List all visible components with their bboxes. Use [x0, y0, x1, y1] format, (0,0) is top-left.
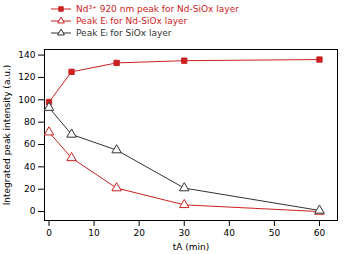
svg-text:30: 30: [179, 228, 191, 238]
svg-text:0: 0: [46, 228, 52, 238]
html-text:Peak Eₗ for Nd-SiOx layer: Peak Eₗ for Nd-SiOx layer: [76, 16, 188, 26]
html-text:Peak Eₗ for SiOx layer: Peak Eₗ for SiOx layer: [76, 28, 172, 38]
svg-text:60: 60: [24, 139, 36, 149]
svg-text:50: 50: [269, 228, 281, 238]
html-text:Nd³⁺ 920 nm peak for Nd-SiOx l: Nd³⁺ 920 nm peak for Nd-SiOx layer: [76, 4, 239, 14]
svg-text:40: 40: [24, 162, 36, 172]
svg-text:80: 80: [24, 117, 36, 127]
svg-text:0: 0: [30, 206, 36, 216]
svg-text:20: 20: [24, 184, 36, 194]
svg-text:tA (min): tA (min): [173, 242, 210, 252]
svg-text:100: 100: [18, 95, 35, 105]
svg-text:10: 10: [88, 228, 100, 238]
svg-text:140: 140: [18, 50, 35, 60]
svg-text:20: 20: [133, 228, 145, 238]
svg-text:40: 40: [224, 228, 236, 238]
svg-text:Integrated peak intensity (a.u: Integrated peak intensity (a.u.): [2, 65, 12, 206]
svg-text:120: 120: [18, 72, 35, 82]
svg-text:60: 60: [314, 228, 326, 238]
